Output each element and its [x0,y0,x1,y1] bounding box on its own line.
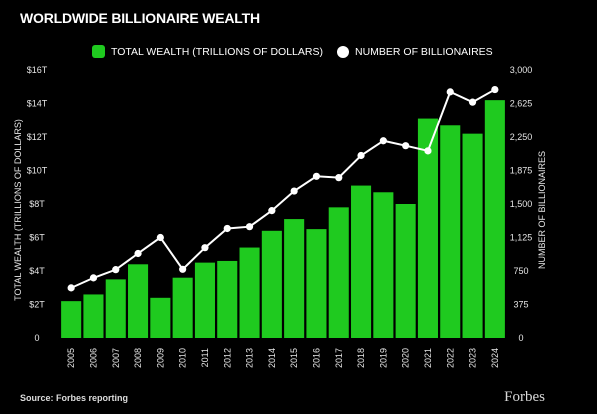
right-tick-label: 0 [518,333,523,343]
right-tick-label: 750 [513,266,528,276]
billionaires-line [67,85,499,292]
billionaires-point-2019 [379,137,387,145]
right-tick-label: 375 [513,300,528,310]
x-tick-label: 2024 [490,348,500,368]
billionaires-point-2009 [156,233,164,242]
x-tick-label: 2008 [133,348,143,368]
x-tick-label: 2011 [200,348,210,367]
x-tick-label: 2019 [378,348,388,368]
billionaires-point-2022 [446,88,454,96]
bars [61,100,505,339]
bar-2012 [217,260,238,338]
bar-2005 [61,301,82,338]
bar-2006 [83,294,104,338]
bar-2023 [462,133,483,338]
x-tick-label: 2014 [267,348,277,368]
x-tick-label: 2010 [178,348,188,368]
billionaires-point-2015 [290,187,298,195]
left-tick-label: $14T [27,99,48,109]
x-tick-label: 2015 [289,348,299,368]
bar-2015 [284,219,305,338]
left-tick-label: $16T [27,65,48,75]
bar-2022 [440,125,461,339]
x-tick-label: 2018 [356,348,366,368]
billionaires-point-2013 [245,223,254,231]
bar-2018 [351,185,372,338]
left-tick-label: $2T [29,300,45,310]
bar-2021 [417,118,438,338]
forbes-logo: Forbes [504,389,545,405]
legend-swatch-total-wealth [92,45,105,58]
billionaires-point-2006 [89,274,98,282]
x-tick-label: 2005 [66,348,76,368]
bar-2013 [239,247,260,338]
x-tick-label: 2007 [111,348,121,368]
x-tick-label: 2021 [423,348,433,368]
right-axis-title: NUMBER OF BILLIONAIRES [537,151,547,269]
x-tick-label: 2009 [155,348,165,368]
x-tick-label: 2023 [468,348,478,368]
x-axis-ticks: 2005 2006 2007 2008 2009 2010 2011 2012 2013 2014… [66,348,500,368]
billionaires-point-2016 [312,172,321,180]
bar-2009 [150,297,171,338]
billionaires-point-2007 [112,266,120,274]
legend-swatch-number-of-billionaires [336,45,349,58]
x-tick-label: 2022 [445,348,455,368]
left-tick-label: $8T [29,199,45,209]
right-tick-label: 2,250 [510,132,533,142]
bar-2016 [306,229,327,338]
right-axis-ticks: 0 375 750 1,125 1,500 1,875 2,250 2,625 3,000 [510,65,533,343]
bar-2007 [105,279,126,338]
chart-title: WORLDWIDE BILLIONAIRE WEALTH [20,10,260,26]
left-axis-ticks: 0 $2T $4T $6T $8T $10T $12T $14T $16T [27,65,48,343]
legend-label-total-wealth: TOTAL WEALTH (TRILLIONS OF DOLLARS) [111,45,323,58]
x-tick-label: 2013 [245,348,255,368]
right-tick-label: 2,625 [510,99,533,109]
right-tick-label: 1,125 [510,233,533,243]
billionaires-point-2005 [67,284,75,292]
bar-2014 [261,230,282,338]
bar-2024 [484,100,505,339]
billionaires-point-2011 [201,244,209,252]
right-tick-label: 3,000 [510,65,533,75]
left-tick-label: $10T [27,166,48,176]
left-tick-label: $6T [29,233,45,243]
billionaires-point-2014 [268,207,276,215]
right-tick-label: 1,500 [510,199,533,209]
left-tick-label: $4T [29,266,45,276]
bar-2011 [194,262,215,338]
billionaires-point-2018 [357,151,365,160]
billionaires-point-2008 [134,249,142,258]
bar-2020 [395,204,416,338]
legend-label-number-of-billionaires: NUMBER OF BILLIONAIRES [354,45,493,58]
bar-2010 [172,277,193,338]
billionaires-line-path [70,88,496,289]
x-tick-label: 2016 [311,348,321,368]
billionaires-point-2021 [424,147,432,155]
left-tick-label: 0 [34,333,39,343]
x-tick-label: 2020 [401,348,411,368]
x-tick-label: 2006 [88,348,98,368]
billionaires-point-2024 [491,85,499,94]
bar-2019 [373,192,394,338]
x-tick-label: 2017 [334,348,344,368]
billionaires-point-2012 [223,224,231,233]
billionaires-point-2023 [468,98,477,106]
billionaires-point-2017 [335,174,343,182]
legend: TOTAL WEALTH (TRILLIONS OF DOLLARS) NUMB… [92,45,493,58]
bar-2017 [328,207,349,338]
billionaires-point-2010 [179,265,187,273]
bar-2008 [128,264,149,338]
billionaires-point-2020 [402,142,410,150]
left-tick-label: $12T [27,132,48,142]
x-tick-label: 2012 [222,348,232,368]
right-tick-label: 1,875 [510,166,533,176]
source-note: Source: Forbes reporting [20,393,129,403]
left-axis-title: TOTAL WEALTH (TRILLIONS OF DOLLARS) [13,119,23,301]
